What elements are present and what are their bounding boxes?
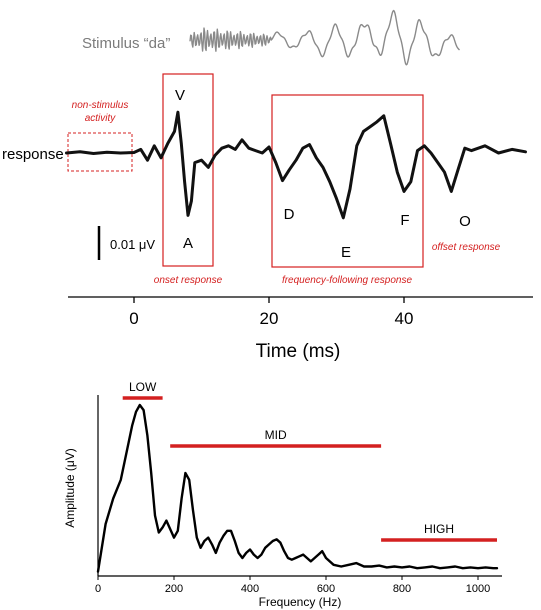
time-axis: 0 20 40 xyxy=(68,296,533,328)
band-label-mid: MID xyxy=(265,428,287,442)
time-tick-label: 20 xyxy=(260,309,279,328)
peak-label-a: A xyxy=(183,235,193,252)
frequency-axis: 0 200 400 600 800 1000 xyxy=(95,575,502,595)
amplitude-axis-title: Amplitude (μV) xyxy=(63,448,77,528)
peak-label-v: V xyxy=(175,87,185,104)
peak-label-o: O xyxy=(459,213,471,230)
scale-bar-label: 0.01 μV xyxy=(110,237,155,252)
time-tick-label: 0 xyxy=(129,309,138,328)
time-axis-title: Time (ms) xyxy=(256,341,341,362)
offset-region-label: offset response xyxy=(432,242,501,253)
ffr-box xyxy=(271,94,424,268)
frequency-tick-label: 0 xyxy=(95,583,101,595)
frequency-axis-title: Frequency (Hz) xyxy=(259,595,342,609)
non-stimulus-label-line2: activity xyxy=(85,113,117,124)
stimulus-label: Stimulus “da” xyxy=(82,35,170,52)
spectrum-line xyxy=(96,403,499,573)
non-stimulus-label-line1: non-stimulus xyxy=(72,100,129,111)
peak-label-d: D xyxy=(284,206,295,223)
band-label-high: HIGH xyxy=(424,522,454,536)
onset-region-label: onset response xyxy=(154,275,223,286)
response-trace xyxy=(65,110,527,220)
time-tick-label: 40 xyxy=(395,309,414,328)
onset-box xyxy=(162,73,214,267)
band-label-low: LOW xyxy=(129,380,157,394)
frequency-bands: LOW MID HIGH xyxy=(122,380,497,542)
peak-label-e: E xyxy=(341,244,351,261)
peak-label-f: F xyxy=(400,212,409,229)
ffr-region-label: frequency-following response xyxy=(282,275,413,286)
frequency-tick-label: 200 xyxy=(165,583,183,595)
frequency-tick-label: 800 xyxy=(393,583,411,595)
frequency-tick-label: 600 xyxy=(317,583,335,595)
frequency-tick-label: 400 xyxy=(241,583,259,595)
stimulus-waveform xyxy=(189,9,460,66)
response-label: response xyxy=(2,146,64,163)
frequency-tick-label: 1000 xyxy=(466,583,490,595)
